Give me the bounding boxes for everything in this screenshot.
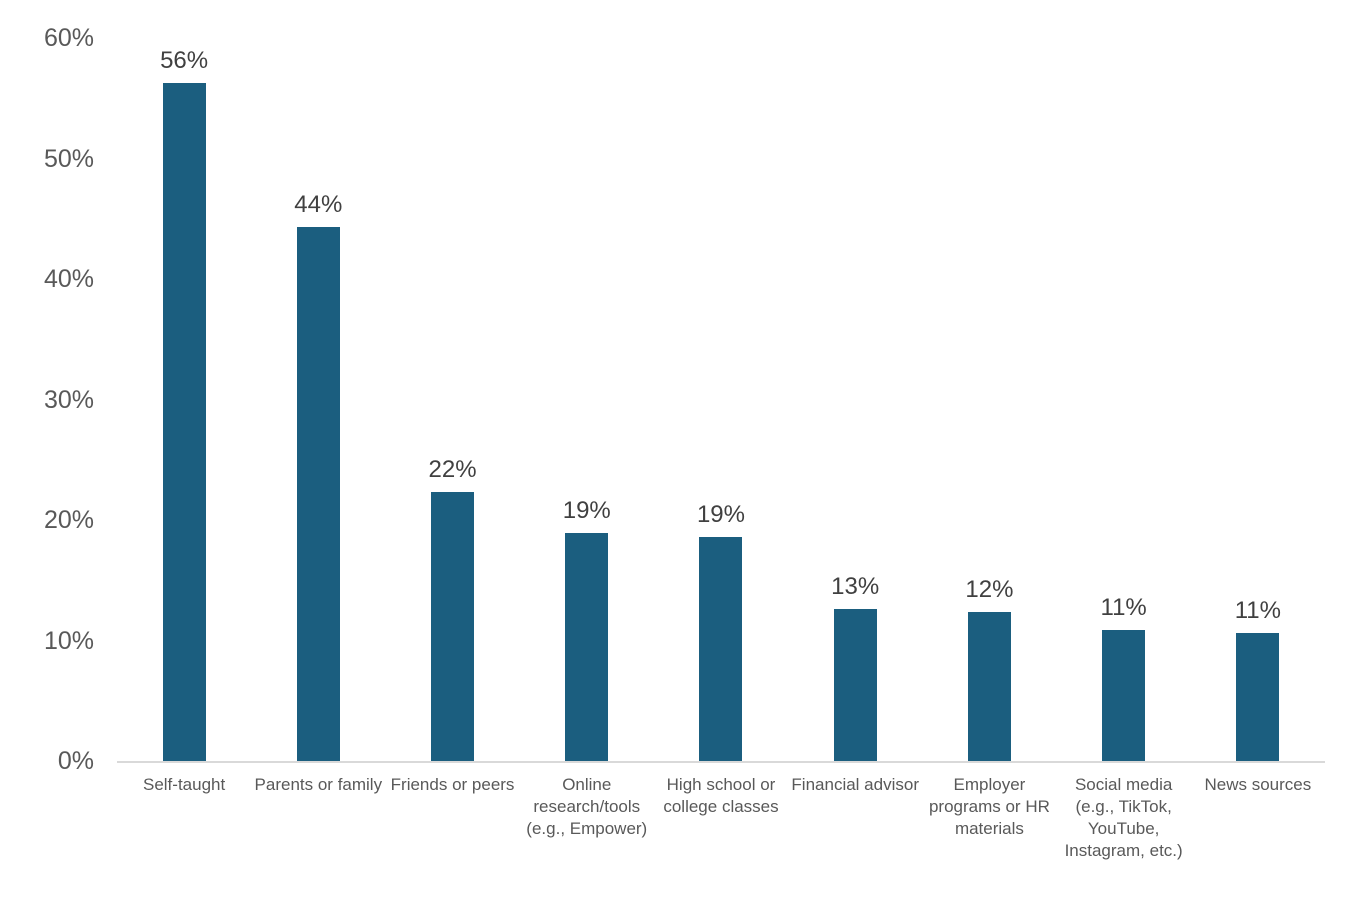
- category-label-line: research/tools: [533, 797, 641, 816]
- category-label-line: college classes: [663, 797, 779, 816]
- category-label-line: Self-taught: [142, 775, 226, 794]
- bar: [833, 609, 877, 761]
- category-label: Financial advisor: [788, 774, 922, 796]
- category-label-line: YouTube,: [1087, 819, 1160, 838]
- bar-value-label: 19%: [562, 497, 611, 525]
- bar-group: 19%: [520, 38, 654, 761]
- bar: [1236, 633, 1280, 761]
- bar: [431, 492, 475, 761]
- category-label-line: News sources: [1204, 775, 1312, 794]
- category-label-line: Online: [562, 775, 612, 794]
- bar-group: 44%: [251, 38, 385, 761]
- bar: [967, 611, 1011, 761]
- y-axis-tick-label: 30%: [43, 385, 94, 414]
- bar-group: 56%: [117, 38, 251, 761]
- category-label-line: materials: [954, 819, 1024, 838]
- category-label: Social media (e.g., TikTok, YouTube, Instag…: [1057, 774, 1191, 862]
- category-label-line: Financial advisor: [791, 775, 919, 794]
- bar-value-label: 13%: [831, 573, 880, 601]
- bar-group: 12%: [922, 38, 1056, 761]
- bar-group: 13%: [788, 38, 922, 761]
- category-label-line: Employer: [953, 775, 1026, 794]
- category-label: Friends or peers: [385, 774, 519, 796]
- category-label-line: programs or HR: [928, 797, 1050, 816]
- y-axis-tick-label: 0%: [57, 747, 94, 775]
- x-axis-line: [117, 761, 1325, 763]
- bar-group: 19%: [654, 38, 788, 761]
- category-label-line: Instagram, etc.): [1064, 841, 1183, 860]
- category-label-line: High school or: [666, 775, 776, 794]
- category-label-line: Parents or family: [254, 775, 383, 794]
- category-label: News sources: [1191, 774, 1325, 796]
- category-label-line: Friends or peers: [390, 775, 515, 794]
- category-label: Self-taught: [117, 774, 251, 796]
- category-label: Employer programs or HR materials: [922, 774, 1056, 840]
- bar-value-label: 12%: [965, 575, 1014, 603]
- bar: [699, 536, 743, 761]
- category-label-line: (e.g., TikTok,: [1075, 797, 1172, 816]
- category-label-line: (e.g., Empower): [526, 819, 648, 838]
- category-label-line: Social media: [1074, 775, 1173, 794]
- y-axis-tick-label: 20%: [43, 506, 94, 534]
- bar-value-label: 11%: [1100, 593, 1147, 621]
- bar-value-label: 22%: [428, 456, 477, 484]
- y-axis-tick-label: 50%: [43, 144, 94, 173]
- y-axis-tick-label: 40%: [43, 265, 94, 293]
- x-axis-labels-row: Self-taught Parents or family Friends or p…: [117, 774, 1325, 862]
- category-label: High school or college classes: [654, 774, 788, 818]
- bar-value-label: 11%: [1234, 597, 1281, 625]
- bar-value-label: 44%: [294, 191, 343, 219]
- bar-group: 11%: [1191, 38, 1325, 761]
- y-axis-tick-label: 10%: [43, 626, 94, 655]
- bar: [296, 227, 340, 761]
- bar: [162, 82, 206, 761]
- bar: [565, 533, 609, 761]
- bar-group: 22%: [385, 38, 519, 761]
- bar-group: 11%: [1057, 38, 1191, 761]
- bars-row: 56% 44% 22% 19% 19% 13% 12% 11% 11%: [117, 38, 1325, 761]
- bar-value-label: 56%: [160, 46, 209, 74]
- y-axis-tick-label: 60%: [43, 24, 94, 52]
- category-label: Parents or family: [251, 774, 385, 796]
- plot-area: 56% 44% 22% 19% 19% 13% 12% 11% 11%: [117, 38, 1325, 763]
- bar: [1102, 629, 1146, 761]
- bar-value-label: 19%: [696, 500, 745, 528]
- category-label: Online research/tools (e.g., Empower): [520, 774, 654, 840]
